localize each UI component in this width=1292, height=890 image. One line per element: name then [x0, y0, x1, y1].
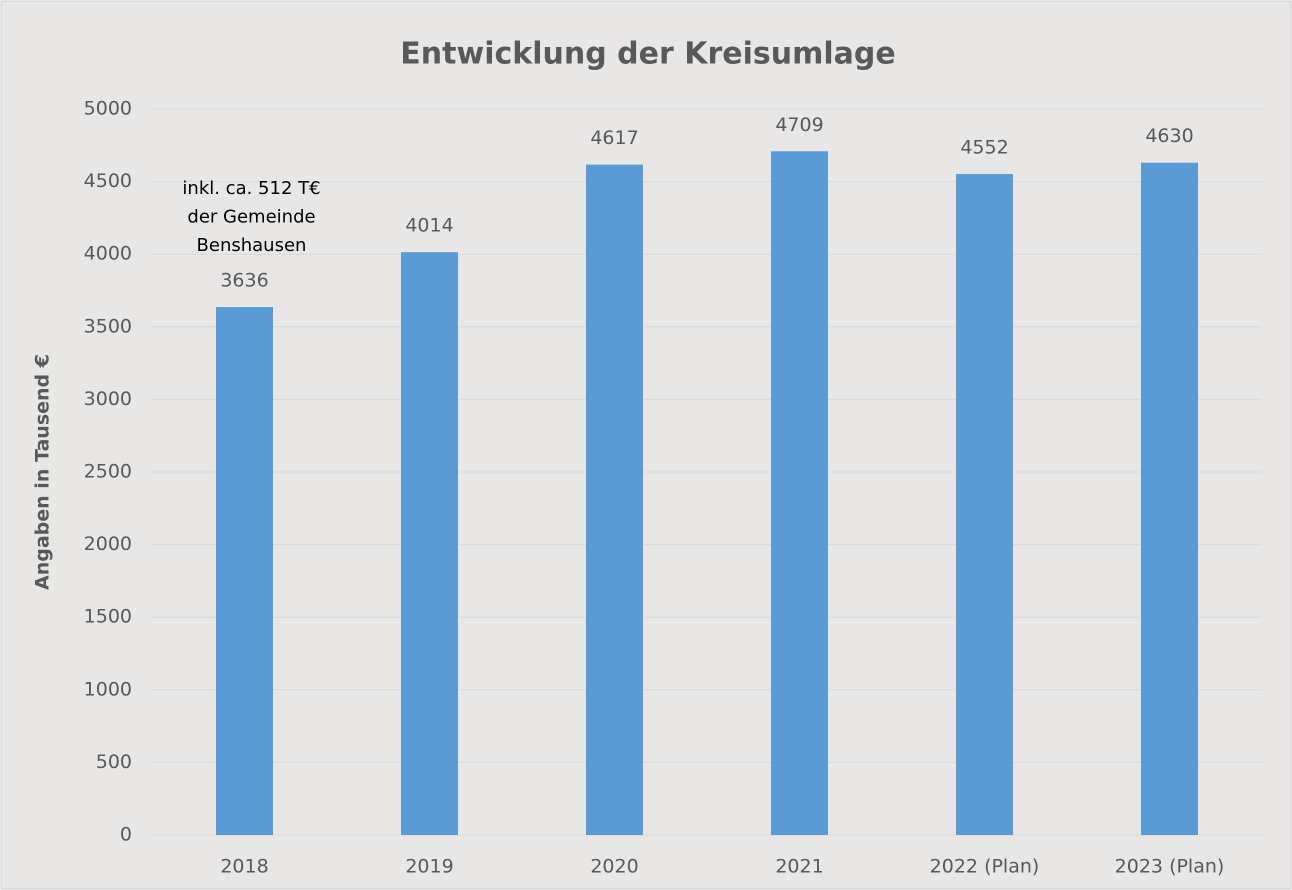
y-axis-title: Angaben in Tausend € — [32, 354, 54, 590]
x-tick-label: 2020 — [590, 856, 638, 878]
x-tick-label: 2018 — [220, 856, 268, 878]
data-label: 3636 — [220, 270, 268, 292]
y-tick-label: 2000 — [84, 533, 132, 555]
y-tick-label: 1000 — [84, 678, 132, 700]
y-tick-label: 3500 — [84, 315, 132, 337]
y-tick-label: 2500 — [84, 461, 132, 483]
data-label: 4617 — [590, 127, 638, 149]
annotation: der Gemeinde — [187, 207, 315, 228]
bar — [216, 307, 273, 835]
y-tick-label: 0 — [120, 824, 132, 846]
annotation: Benshausen — [197, 235, 307, 256]
data-label: 4630 — [1145, 125, 1193, 147]
y-tick-label: 3000 — [84, 388, 132, 410]
chart-title: Entwicklung der Kreisumlage — [400, 37, 895, 72]
x-tick-label: 2019 — [405, 856, 453, 878]
y-tick-label: 4000 — [84, 243, 132, 265]
bar — [771, 151, 828, 836]
y-tick-label: 1500 — [84, 606, 132, 628]
y-tick-label: 5000 — [84, 98, 132, 120]
y-tick-label: 4500 — [84, 170, 132, 192]
bar — [586, 164, 643, 836]
x-tick-label: 2022 (Plan) — [930, 856, 1040, 878]
bar — [401, 252, 458, 835]
x-tick-label: 2021 — [775, 856, 823, 878]
annotation: inkl. ca. 512 T€ — [182, 178, 320, 199]
bar — [956, 174, 1013, 835]
x-tick-label: 2023 (Plan) — [1115, 856, 1225, 878]
data-label: 4709 — [775, 114, 823, 136]
y-tick-label: 500 — [96, 751, 132, 773]
data-label: 4014 — [405, 215, 453, 237]
data-label: 4552 — [960, 137, 1008, 159]
bar — [1141, 162, 1198, 835]
